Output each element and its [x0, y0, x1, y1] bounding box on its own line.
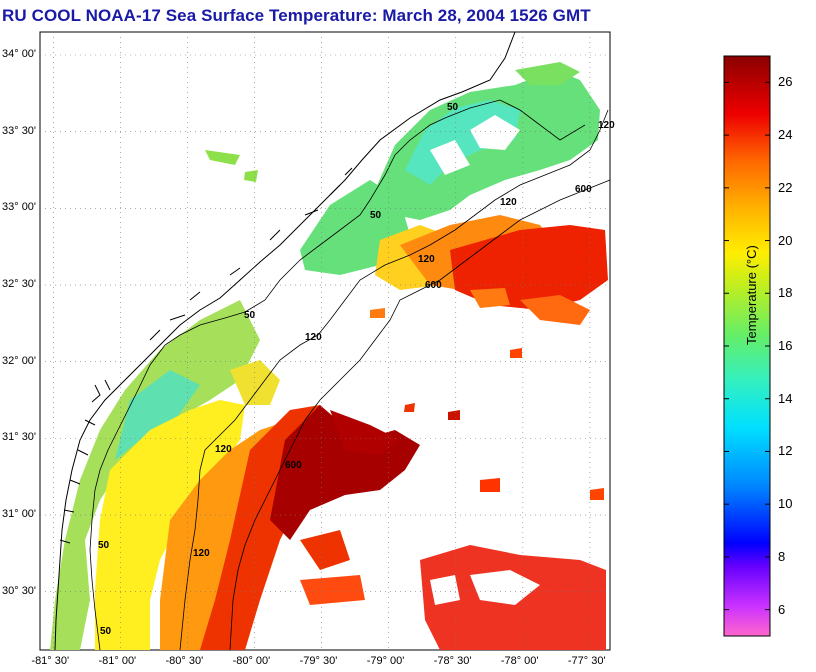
colorbar-tick-label: 26: [778, 74, 793, 90]
colorbar-tick-label: 18: [778, 285, 793, 301]
colorbar-tick-label: 20: [778, 232, 793, 248]
longitude-label: -81° 30': [31, 655, 70, 667]
isobath-label: 600: [285, 460, 302, 471]
isobath-label: 120: [215, 444, 232, 455]
longitude-label: -77° 30': [567, 655, 606, 667]
colorbar-tick-label: 8: [778, 548, 786, 564]
latitude-label: 31° 30': [2, 431, 37, 444]
latitude-label: 33° 30': [2, 124, 37, 137]
isobath-label: 50: [244, 310, 256, 321]
colorbar-tick-label: 10: [778, 496, 793, 512]
colorbar-tick-label: 16: [778, 338, 793, 353]
latitude-label: 34° 00': [2, 48, 37, 60]
colorbar-tick-label: 14: [778, 390, 793, 406]
isobath-label: 600: [575, 184, 592, 195]
isobath-label: 120: [418, 254, 435, 265]
colorbar-tick-label: 12: [778, 443, 793, 459]
longitude-label: -81° 00': [98, 655, 137, 667]
coastline: [54, 31, 516, 651]
isobath-label: 120: [500, 197, 517, 208]
longitude-label: -79° 00': [366, 655, 405, 667]
colorbar-tick-label: 22: [778, 179, 793, 195]
longitude-label: -79° 30': [299, 655, 338, 667]
longitude-label: -78° 30': [433, 655, 472, 667]
sst-field: [50, 62, 608, 650]
latitude-label: 32° 00': [2, 354, 37, 367]
longitude-label: -80° 00': [232, 655, 271, 667]
latitude-label: 33° 00': [2, 201, 37, 214]
colorbar-ticks: [724, 81, 770, 611]
isobath-label: 120: [305, 332, 322, 343]
isobath-label: 50: [98, 540, 110, 551]
map-title: RU COOL NOAA-17 Sea Surface Temperature:…: [2, 6, 591, 25]
isobath-label: 50: [447, 102, 459, 113]
graticule: [40, 32, 610, 650]
isobath-label: 120: [598, 120, 615, 131]
colorbar-tick-label: 24: [778, 127, 793, 143]
isobath-label: 50: [370, 210, 382, 221]
colorbar: [723, 55, 771, 637]
longitude-label: -78° 00': [500, 655, 539, 667]
isobath-120: [179, 109, 609, 651]
isobath-50: [89, 99, 586, 651]
isobath-600: [229, 179, 611, 651]
latitude-label: 31° 00': [2, 508, 37, 521]
longitude-label: -80° 30': [165, 655, 204, 667]
isobath-label: 600: [425, 280, 442, 291]
colorbar-title: Temperature (°C): [744, 245, 759, 345]
colorbar-tick-label: 6: [778, 601, 786, 617]
latitude-label: 30° 30': [2, 584, 37, 597]
isobath-label: 50: [100, 626, 112, 637]
latitude-label: 32° 30': [2, 278, 37, 291]
isobath-label: 120: [193, 548, 210, 559]
